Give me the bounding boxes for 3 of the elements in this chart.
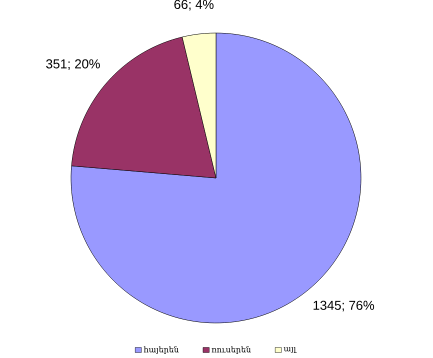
data-label: 351; 20% <box>46 59 100 70</box>
data-label: 66; 4% <box>174 0 214 11</box>
data-label: 1345; 76% <box>314 300 374 312</box>
